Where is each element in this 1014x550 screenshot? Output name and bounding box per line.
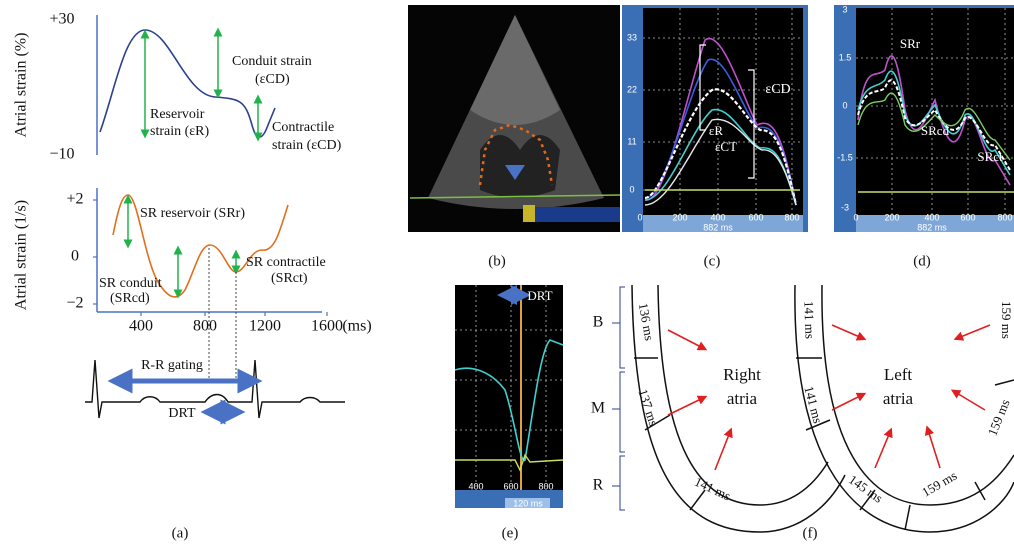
label: Conduit strain (232, 54, 312, 69)
panel-c (622, 5, 808, 232)
ticks (93, 199, 328, 316)
tick-label: 1200 (249, 318, 281, 335)
label: SR reservoir (SRr) (140, 206, 245, 221)
tick-label: +2 (66, 191, 83, 208)
caption: (d) (913, 253, 931, 269)
tick-label: 882 ms (917, 222, 947, 232)
curve-label: SRct (977, 149, 1003, 164)
label: SR conduit (99, 276, 162, 291)
panel-b (408, 5, 621, 232)
curve-label: εCT (715, 139, 737, 154)
caption: (f) (803, 525, 818, 541)
caption: (c) (704, 253, 721, 269)
tick-label: 0 (637, 212, 642, 222)
panel-d (834, 5, 1014, 232)
tick-label: 33 (627, 32, 637, 42)
label: (SRct) (271, 271, 308, 286)
tick-label: 200 (672, 212, 687, 222)
tick-label: 800 (997, 212, 1012, 222)
level-label: M (591, 400, 605, 417)
tick-label: 120 ms (513, 498, 543, 508)
curve-label: DRT (527, 288, 552, 303)
tick-label: 0 (71, 248, 79, 265)
tick-label: 800 (538, 481, 553, 491)
segment-label: 141 ms (801, 301, 817, 339)
segment-label: 159 ms (999, 301, 1014, 339)
tick-label: −10 (49, 146, 74, 163)
label: Left (884, 365, 913, 384)
level-label: R (593, 477, 604, 494)
segment-label: 136 ms (636, 302, 657, 342)
tick-label: 200 (884, 212, 899, 222)
tick-label: 11 (627, 136, 636, 146)
panel-a (85, 15, 345, 425)
caption: (a) (172, 525, 189, 541)
ecg (85, 359, 345, 419)
tick-label: 400 (468, 481, 483, 491)
curve-label: SRr (900, 36, 921, 51)
tick-label: 3 (842, 4, 847, 14)
tick-label: 600 (748, 212, 763, 222)
curve-label: εR (709, 123, 723, 138)
tick-label: 0 (853, 212, 858, 222)
level-label: B (593, 314, 604, 331)
label: atria (727, 389, 758, 408)
tick-label: 800 (193, 318, 217, 335)
tick-label: 0 (842, 100, 847, 110)
segment-label: 145 ms (846, 472, 886, 506)
tick-label: 600 (503, 481, 518, 491)
label: Reservoir (150, 107, 205, 122)
tick-label: 0 (629, 184, 634, 194)
axis-title: Atrial strain (%) (13, 33, 30, 138)
axis-unit: (ms) (342, 318, 371, 335)
segment-label: 137 ms (635, 387, 661, 428)
tick-label: -3 (841, 202, 849, 212)
caption: (b) (488, 253, 506, 269)
panel-f (612, 284, 1014, 533)
tick-label: 800 (784, 212, 799, 222)
label: (εCD) (255, 72, 290, 87)
tick-label: 400 (710, 212, 725, 222)
label: Right (723, 365, 761, 384)
panel-e (454, 285, 564, 508)
tick-label: 882 ms (703, 222, 733, 232)
label: strain (εR) (150, 124, 209, 139)
curve-label: SRcd (921, 123, 950, 138)
caption: (e) (502, 525, 519, 541)
label: strain (εCD) (272, 138, 342, 153)
tick-label: −2 (66, 295, 83, 312)
label: atria (883, 389, 914, 408)
segment-label: 159 ms (985, 397, 1013, 438)
curve-label: εCD (765, 82, 790, 97)
segment-label: 159 ms (919, 468, 959, 500)
tick-label: 1600 (311, 318, 343, 335)
label: R-R gating (141, 358, 203, 373)
tick-label: 1.5 (839, 52, 852, 62)
axis-title: Atrial strain (1/s) (13, 200, 30, 310)
tick-label: 400 (924, 212, 939, 222)
label: (SRcd) (110, 291, 150, 306)
tick-label: -1.5 (837, 152, 853, 162)
tick-label: 400 (129, 318, 153, 335)
label: Contractile (272, 120, 334, 135)
label: SR contractile (246, 255, 326, 270)
tick-label: 22 (627, 84, 637, 94)
tick-label: 600 (960, 212, 975, 222)
tick-label: +30 (49, 11, 74, 28)
label: DRT (168, 406, 196, 421)
